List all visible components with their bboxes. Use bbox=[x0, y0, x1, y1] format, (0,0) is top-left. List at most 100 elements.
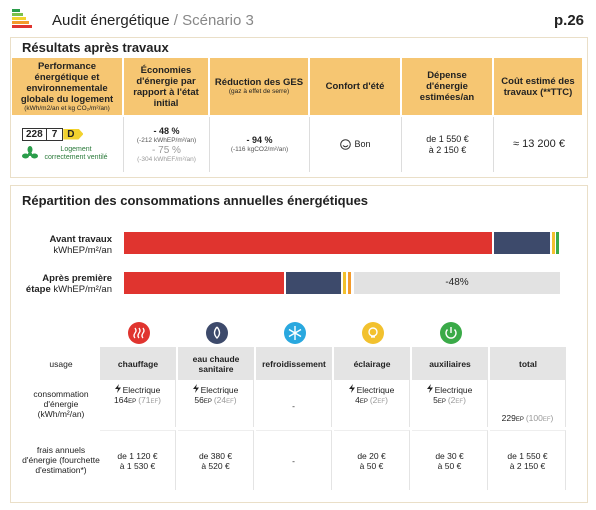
savings-ep: - 48 % bbox=[153, 125, 180, 136]
ep-unit: EP bbox=[359, 399, 368, 405]
cost-cell: de 30 € à 50 € bbox=[412, 430, 488, 490]
header-label: Coût estimé des travaux (**TTC) bbox=[501, 75, 575, 98]
bar-aux bbox=[556, 232, 559, 254]
ef-end: ) bbox=[550, 413, 554, 423]
cost-value: à 520 € bbox=[201, 460, 230, 471]
header-label: Réduction des GES bbox=[214, 77, 304, 88]
savings-ep-detail: (-212 kWhEP/m²/an) bbox=[136, 136, 197, 144]
bolt-icon bbox=[348, 384, 355, 393]
comfort-cell: Bon bbox=[310, 117, 402, 172]
ef-value: (24 bbox=[213, 395, 227, 405]
row-label: consommation d'énergie (kWh/m²/an) bbox=[33, 388, 89, 419]
header-label: Économies d'énergie par rapport à l'état… bbox=[133, 64, 199, 109]
climate-label: 7 bbox=[46, 127, 64, 141]
bar-water bbox=[494, 232, 550, 254]
ef-value: (71 bbox=[138, 395, 151, 405]
bar-name: Avant travaux bbox=[49, 234, 112, 245]
usage-header: auxiliaires bbox=[412, 347, 488, 380]
header-title: Audit énergétique / Scénario 3 bbox=[52, 12, 254, 29]
header-note: (gaz à effet de serre) bbox=[228, 88, 290, 95]
bar-aux bbox=[348, 272, 351, 294]
class-label: D bbox=[63, 128, 84, 140]
ep-unit: EP bbox=[203, 399, 212, 405]
cost-cell: - bbox=[256, 430, 332, 490]
header-cell: Dépense d'énergie estimées/an bbox=[402, 58, 494, 115]
ef-end: ) bbox=[233, 395, 237, 405]
reduction-label: -48% bbox=[445, 277, 469, 288]
header-cell: Confort d'été bbox=[310, 58, 402, 115]
ef-end: ) bbox=[385, 395, 388, 405]
header-cell: Coût estimé des travaux (**TTC) bbox=[494, 58, 584, 115]
consumption-values: 229EP (100EF) bbox=[502, 413, 554, 425]
savings-ef: - 75 % bbox=[152, 144, 181, 156]
savings-cell: - 48 % (-212 kWhEP/m²/an) - 75 % (-304 k… bbox=[124, 117, 210, 172]
bar-unit: kWhEP/m²/an bbox=[53, 284, 112, 295]
ges-value: - 94 % bbox=[246, 135, 273, 145]
source-label: Electrique bbox=[200, 385, 239, 395]
bar-label: Avant travaux kWhEP/m²/an bbox=[20, 234, 112, 256]
usage-header: éclairage bbox=[334, 347, 410, 380]
header-cell: Performance énergétique et environnement… bbox=[12, 58, 124, 115]
ep-value: 4 bbox=[355, 395, 360, 405]
usage-header: eau chaude sanitaire bbox=[178, 347, 254, 380]
bar-name: Après première étape bbox=[25, 273, 112, 295]
header-label: Confort d'été bbox=[325, 81, 385, 92]
separator: / bbox=[173, 12, 178, 29]
cost-value: de 1 120 € bbox=[117, 450, 158, 461]
consumption-cell: Electrique 5EP (2EF) bbox=[412, 380, 488, 427]
bolt-icon bbox=[426, 384, 433, 393]
ef-unit: EF bbox=[542, 417, 551, 423]
consumption-values: 4EP (2EF) bbox=[355, 395, 388, 407]
energy-source: Electrique bbox=[426, 384, 473, 395]
bar-water bbox=[286, 272, 341, 294]
performance-cell: 228 7 D Logement correctement ventilé bbox=[12, 117, 124, 172]
row-label: usage bbox=[49, 358, 73, 369]
bar-reduction bbox=[354, 272, 560, 294]
usage-header: chauffage bbox=[100, 347, 176, 380]
page-number: p.26 bbox=[553, 12, 584, 29]
comfort-value: Bon bbox=[354, 139, 371, 149]
ventilation-icon bbox=[22, 145, 38, 158]
cost-value: à 50 € bbox=[359, 460, 384, 471]
consumption-values: 164EP (71EF) bbox=[114, 395, 161, 407]
ep-unit: EP bbox=[515, 417, 524, 423]
consumption-values: 5EP (2EF) bbox=[433, 395, 466, 407]
ef-value: (2 bbox=[369, 395, 378, 405]
bar-label: Après première étape kWhEP/m²/an bbox=[20, 273, 112, 295]
consumption-values: 56EP (24EF) bbox=[194, 395, 236, 407]
cost-cell: de 1 120 € à 1 530 € bbox=[100, 430, 176, 490]
consumption-cell: Electrique 56EP (24EF) bbox=[178, 380, 254, 427]
section-title: Résultats après travaux bbox=[22, 40, 169, 55]
savings-ef-detail: (-304 kWhEF/m²/an) bbox=[137, 155, 196, 163]
energy-label: 228 bbox=[22, 127, 47, 141]
cost-value: à 50 € bbox=[437, 460, 462, 471]
ef-unit: EF bbox=[150, 399, 159, 405]
ef-unit: EF bbox=[377, 399, 386, 405]
bolt-icon bbox=[192, 384, 199, 393]
expense-cell: de 1 550 € à 2 150 € bbox=[402, 117, 494, 172]
bar-light bbox=[552, 232, 555, 254]
consumption-cell: - bbox=[256, 380, 332, 427]
ef-end: ) bbox=[158, 395, 161, 405]
consumption-value: - bbox=[292, 400, 295, 411]
ef-unit: EF bbox=[455, 399, 464, 405]
ep-value: 56 bbox=[194, 395, 204, 405]
bar-light bbox=[343, 272, 346, 294]
energy-source: Electrique bbox=[192, 384, 239, 395]
header-cell: Économies d'énergie par rapport à l'état… bbox=[124, 58, 210, 115]
consumption-cell: 229EP (100EF) bbox=[490, 380, 566, 427]
header-cell: Réduction des GES (gaz à effet de serre) bbox=[210, 58, 310, 115]
source-label: Electrique bbox=[434, 385, 473, 395]
ep-unit: EP bbox=[128, 399, 137, 405]
ef-end: ) bbox=[463, 395, 466, 405]
ep-value: 164 bbox=[113, 395, 129, 405]
ep-value: 229 bbox=[501, 413, 516, 423]
header-note: (kWh/m2/an et kg CO₂/m²/an) bbox=[24, 104, 110, 112]
bar-heating bbox=[124, 272, 284, 294]
energy-source: Electrique bbox=[348, 384, 394, 395]
expense-max: à 2 150 € bbox=[428, 144, 467, 155]
cost-cell: de 380 € à 520 € bbox=[178, 430, 254, 490]
consumption-cell: Electrique 4EP (2EF) bbox=[334, 380, 410, 427]
cost-value: de 380 € bbox=[198, 450, 233, 461]
